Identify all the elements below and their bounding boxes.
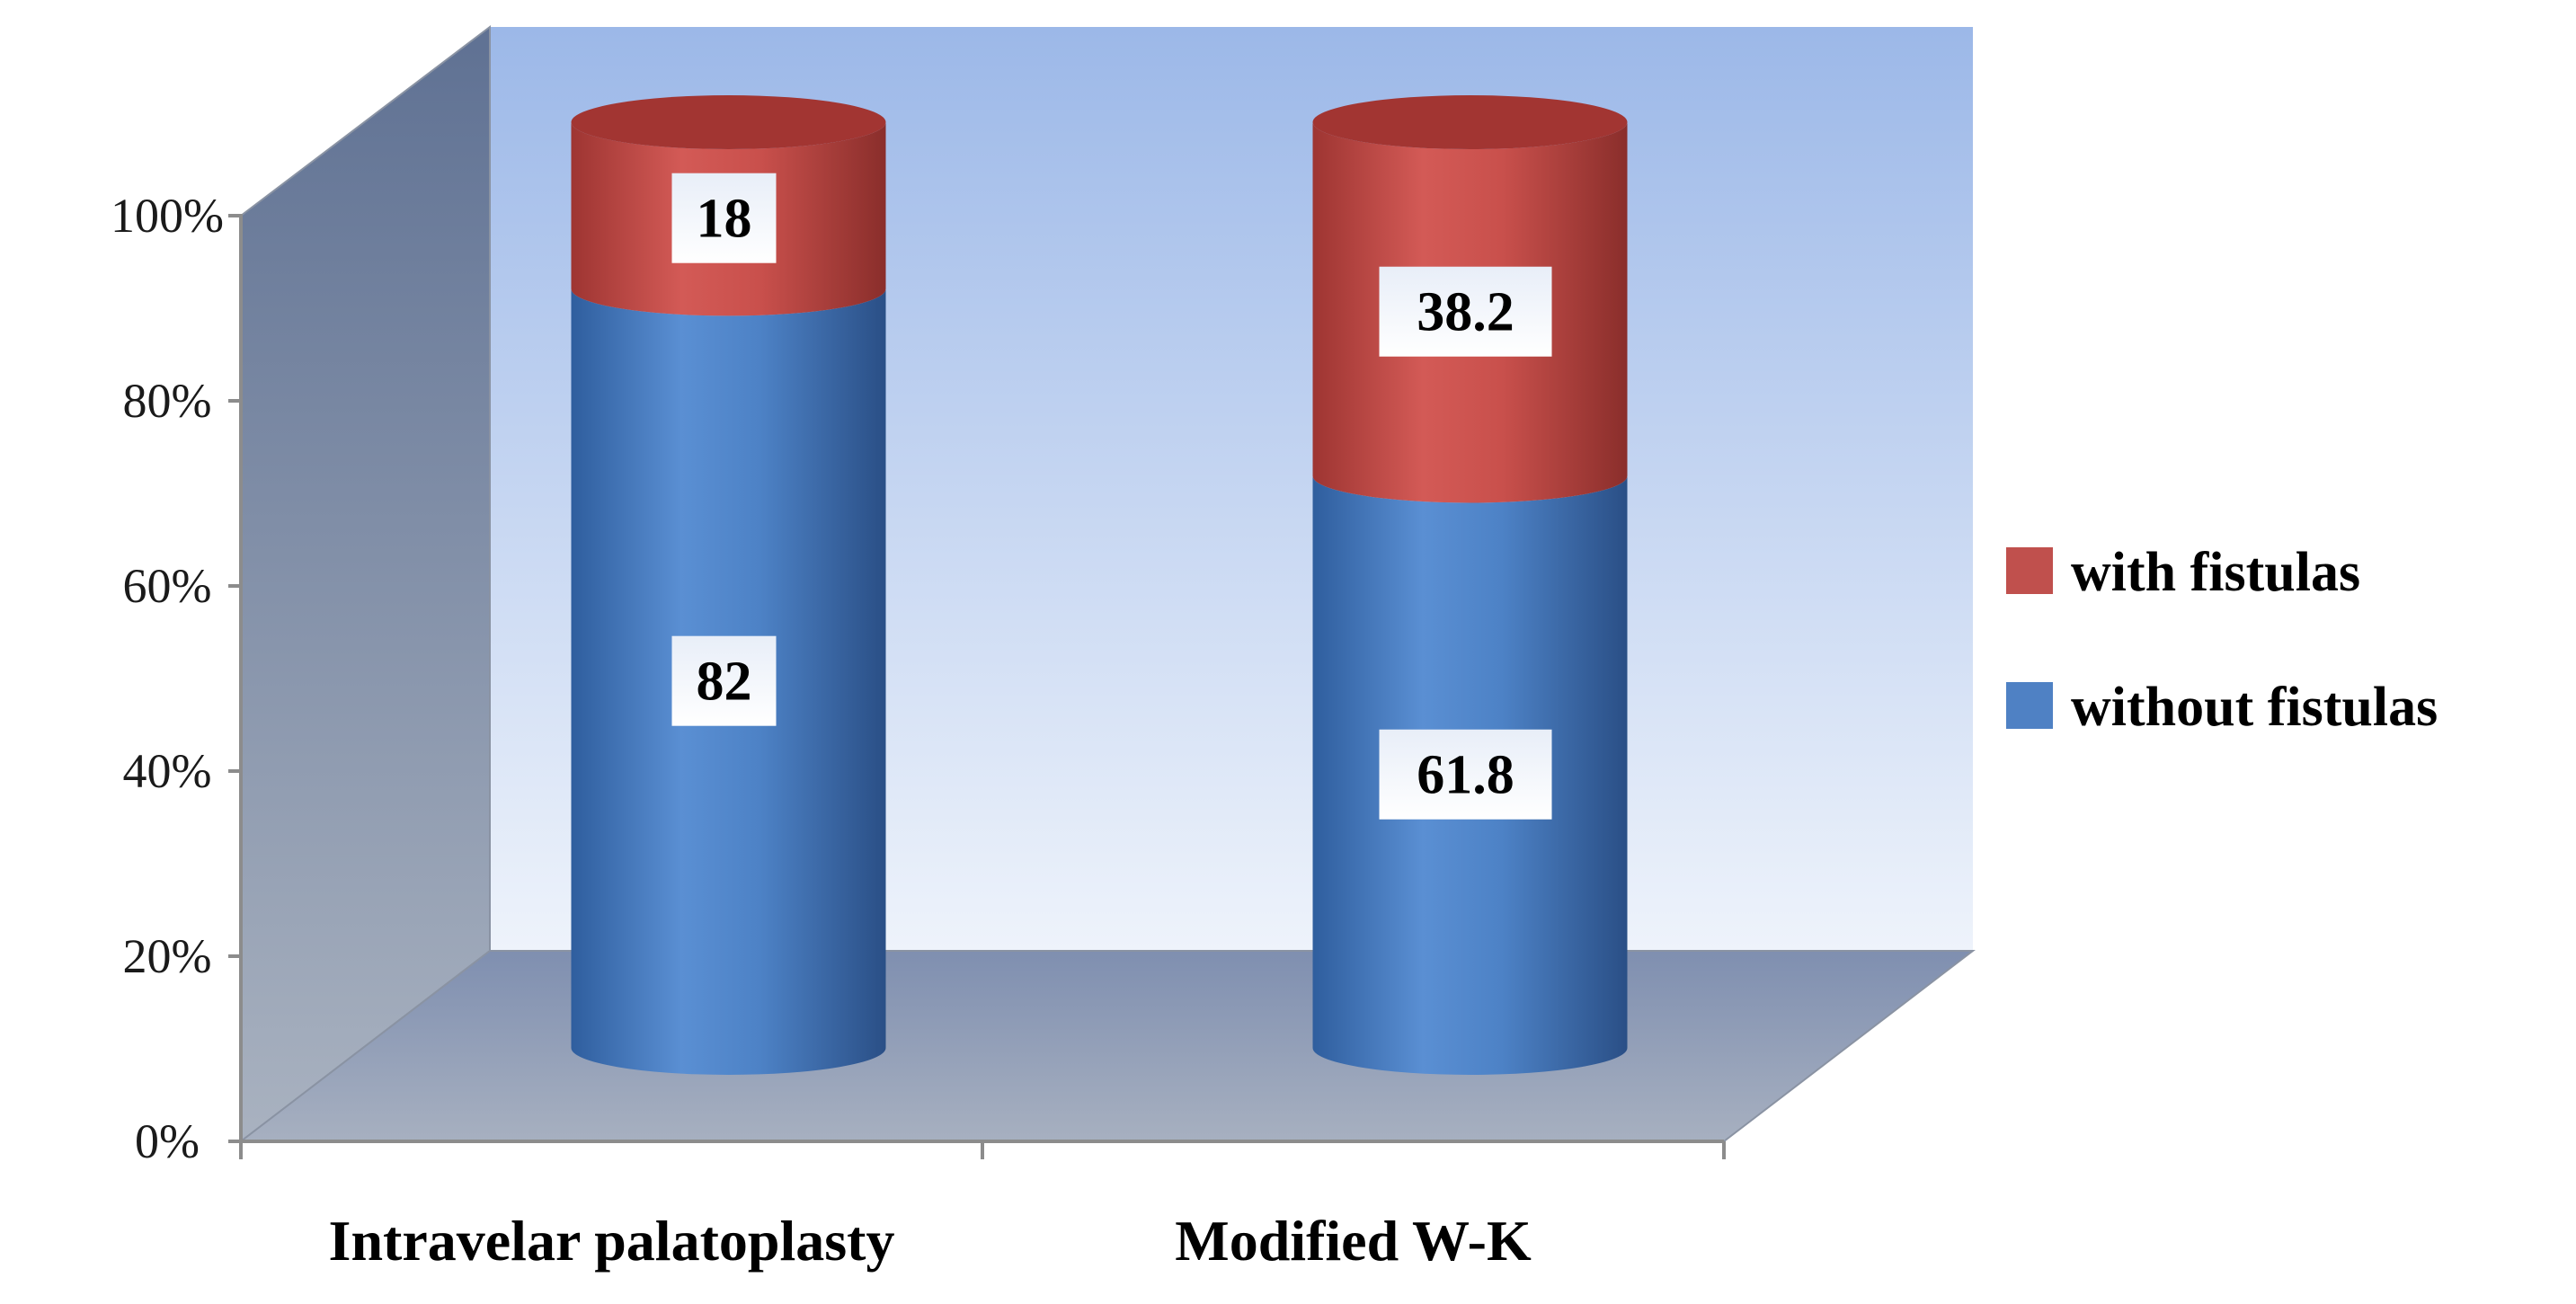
data-labels: 82 18 61.8 38.2 (671, 173, 1552, 820)
y-tick-label: 80% (123, 374, 212, 428)
data-label-box (671, 173, 777, 263)
legend: with fistulas without fistulas (2006, 542, 2438, 738)
floor (238, 950, 1976, 1142)
y-tick-label: 0% (135, 1114, 200, 1168)
legend-swatch (2006, 682, 2053, 729)
x-category-label: Modified W-K (1175, 1209, 1532, 1273)
data-label: 82 (697, 652, 752, 713)
data-label: 18 (697, 189, 752, 250)
bar-top-cap (1312, 95, 1628, 149)
legend-swatch (2006, 547, 2053, 594)
data-label: 38.2 (1417, 282, 1515, 343)
axes: 0% 20% 40% 60% 80% 100% Intravelar palatoplast… (111, 189, 1726, 1273)
y-tick-label: 40% (123, 744, 212, 798)
data-label-box (671, 635, 777, 726)
x-category-label: Intravelar palatoplasty (329, 1209, 895, 1273)
plot-walls (238, 24, 1976, 1144)
data-label-box (1379, 729, 1552, 820)
y-tick-label: 100% (111, 189, 224, 243)
y-tick-label: 20% (123, 929, 212, 983)
bar-top-cap (571, 95, 886, 149)
data-label-box (1379, 266, 1552, 357)
y-tick-label: 60% (123, 559, 212, 613)
side-wall (240, 24, 491, 1144)
legend-label: without fistulas (2071, 677, 2438, 738)
legend-label: with fistulas (2071, 542, 2360, 603)
data-label: 61.8 (1417, 745, 1515, 806)
